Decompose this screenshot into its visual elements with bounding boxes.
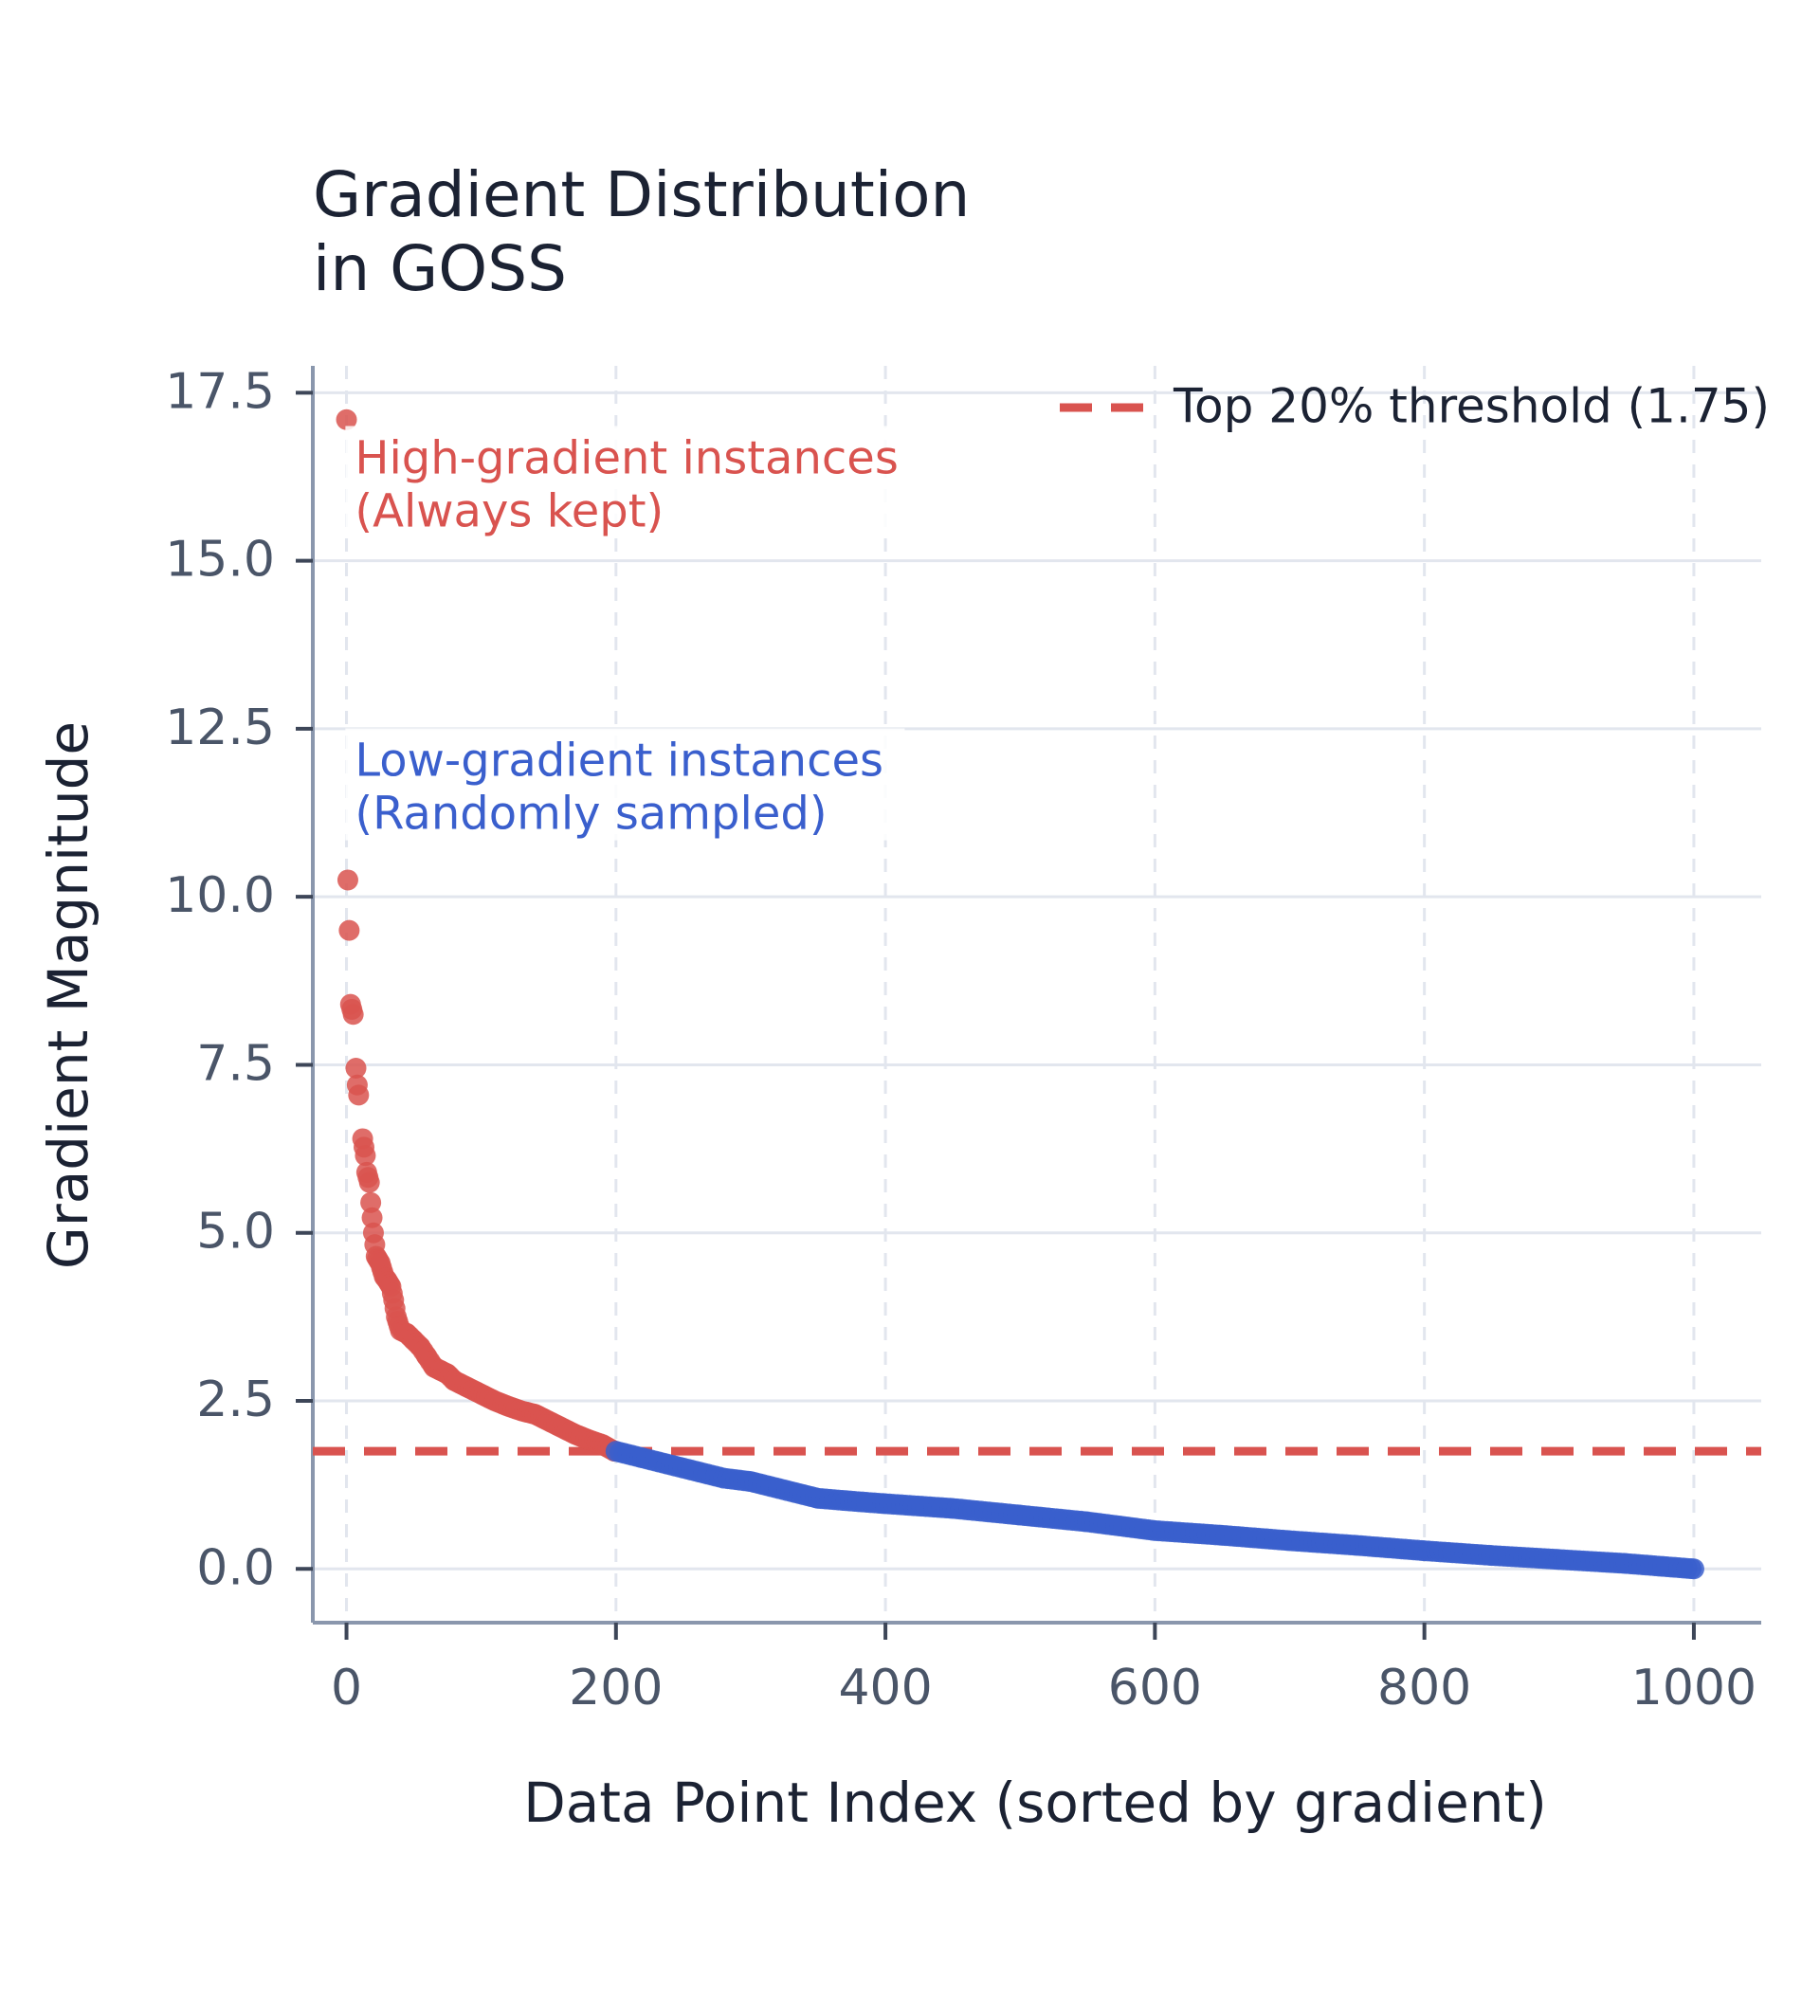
y-tick-label: 0.0 — [196, 1539, 275, 1596]
axes — [296, 366, 1761, 1640]
y-tick-label: 5.0 — [196, 1204, 275, 1261]
high-gradient-point — [348, 1084, 370, 1106]
high-gradient-point — [342, 1004, 364, 1026]
high-gradient-point — [355, 1145, 376, 1167]
chart-title-line-1: Gradient Distribution — [313, 158, 970, 231]
low-gradient-annotation-line: (Randomly sampled) — [355, 788, 827, 841]
x-tick-label: 0 — [331, 1660, 362, 1716]
tick-labels: 0.0 2.5 5.0 7.5 10.0 12.5 15.0 17.5 0 200 400 600 80… — [165, 363, 1756, 1716]
x-axis-label: Data Point Index (sorted by gradient) — [523, 1771, 1547, 1835]
low-gradient-point — [1683, 1558, 1704, 1580]
grid-lines — [313, 366, 1761, 1623]
x-tick-label: 600 — [1108, 1660, 1202, 1716]
y-tick-label: 7.5 — [196, 1035, 275, 1092]
legend: Top 20% threshold (1.75) — [1060, 379, 1770, 434]
annotation-background — [345, 728, 905, 841]
high-gradient-point — [358, 1171, 380, 1193]
y-axis-label: Gradient Magnitude — [36, 721, 100, 1269]
high-gradient-annotation-line: High-gradient instances — [355, 431, 898, 484]
y-tick-label: 17.5 — [165, 363, 275, 420]
high-gradient-point — [336, 409, 357, 430]
x-tick-label: 200 — [569, 1660, 663, 1716]
high-gradient-point — [360, 1191, 382, 1213]
y-tick-label: 10.0 — [165, 867, 275, 924]
low-gradient-annotation-line: Low-gradient instances — [355, 735, 883, 788]
chart-title-line-2: in GOSS — [313, 232, 567, 305]
y-tick-label: 12.5 — [165, 699, 275, 756]
legend-threshold-label: Top 20% threshold (1.75) — [1173, 379, 1770, 434]
high-gradient-point — [338, 919, 360, 941]
x-tick-label: 400 — [838, 1660, 932, 1716]
annotations: High-gradient instances(Always kept) Low-… — [345, 426, 905, 841]
y-tick-label: 15.0 — [165, 532, 275, 589]
x-tick-label: 800 — [1377, 1660, 1471, 1716]
high-gradient-point — [361, 1207, 383, 1228]
annotation-background — [345, 426, 905, 538]
x-tick-label: 1000 — [1631, 1660, 1756, 1716]
high-gradient-point — [337, 869, 358, 891]
data-points — [336, 409, 1704, 1580]
high-gradient-annotation-line: (Always kept) — [355, 484, 664, 537]
high-gradient-point — [345, 1058, 367, 1079]
y-tick-label: 2.5 — [196, 1371, 275, 1428]
